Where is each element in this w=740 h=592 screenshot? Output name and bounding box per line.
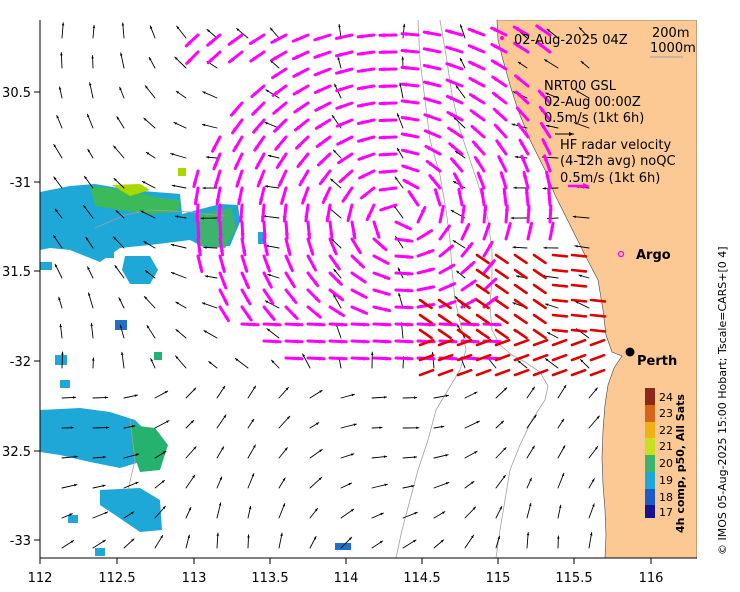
axes: 112 112.5 113 113.5 114 114.5 115 115.5 116 30.5…	[2, 20, 697, 586]
perth-marker	[625, 347, 635, 357]
argo-label: Argo	[636, 248, 671, 263]
x-axis-ticks: 112 112.5 113 113.5 114 114.5 115 115.5 116	[28, 558, 664, 586]
colorbar-tick-label: 20	[659, 457, 673, 470]
perth-label: Perth	[637, 354, 677, 369]
colorbar-title: 4h comp, p50, All Sats	[674, 394, 687, 533]
depth-legend-1000m: 1000m	[650, 41, 696, 56]
credit-line: © IMOS 05-Aug-2025 15:00 Hobart; Tscale=…	[716, 246, 729, 555]
isobaths	[94, 20, 549, 558]
colorbar-tick-label: 22	[659, 424, 673, 437]
y-tick-label: -32	[10, 355, 31, 370]
y-tick-label: 31.5	[2, 265, 31, 280]
x-tick-label: 115	[486, 571, 511, 586]
hf-site-marker	[500, 36, 504, 40]
depth-legend-200m: 200m	[652, 26, 689, 41]
x-tick-label: 114	[334, 571, 359, 586]
hf-radar-title: HF radar velocity	[560, 138, 672, 153]
x-tick-label: 113	[182, 571, 207, 586]
y-tick-label: -33	[10, 534, 31, 549]
sst-colorbar: 24 23 22 21 20 19 18 17	[645, 388, 673, 519]
colorbar-tick-label: 21	[659, 440, 673, 453]
x-tick-label: 116	[639, 571, 664, 586]
hf-radar-scale: 0.5m/s (1kt 6h)	[560, 171, 660, 186]
colorbar-tick-label: 17	[659, 506, 673, 519]
hf-radar-subtitle: (4-12h avg) noQC	[560, 154, 676, 169]
model-name: NRT00 GSL	[544, 79, 617, 94]
hf-scale-arrowhead	[583, 183, 590, 189]
sst-patches	[40, 168, 351, 556]
model-time: 02-Aug 00:00Z	[544, 95, 641, 110]
colorbar-tick-label: 24	[659, 391, 673, 404]
colorbar-tick-label: 18	[659, 491, 673, 504]
y-tick-label: -31	[10, 176, 31, 191]
x-tick-label: 113.5	[251, 571, 288, 586]
argo-marker	[617, 250, 625, 258]
y-tick-label: 32.5	[2, 445, 31, 460]
x-tick-label: 112.5	[98, 571, 135, 586]
x-tick-label: 115.5	[555, 571, 592, 586]
y-tick-label: 30.5	[2, 86, 31, 101]
model-scale-arrowhead	[569, 132, 574, 136]
timestamp-label: 02-Aug-2025 04Z	[514, 33, 628, 48]
y-axis-ticks: 30.5 -31 31.5 -32 32.5 -33	[2, 86, 40, 549]
current-vectors	[52, 22, 607, 549]
colorbar-tick-label: 23	[659, 407, 673, 420]
model-scale: 0.5m/s (1kt 6h)	[544, 111, 644, 126]
x-tick-label: 112	[28, 571, 53, 586]
x-tick-label: 114.5	[403, 571, 440, 586]
colorbar-tick-label: 19	[659, 474, 673, 487]
